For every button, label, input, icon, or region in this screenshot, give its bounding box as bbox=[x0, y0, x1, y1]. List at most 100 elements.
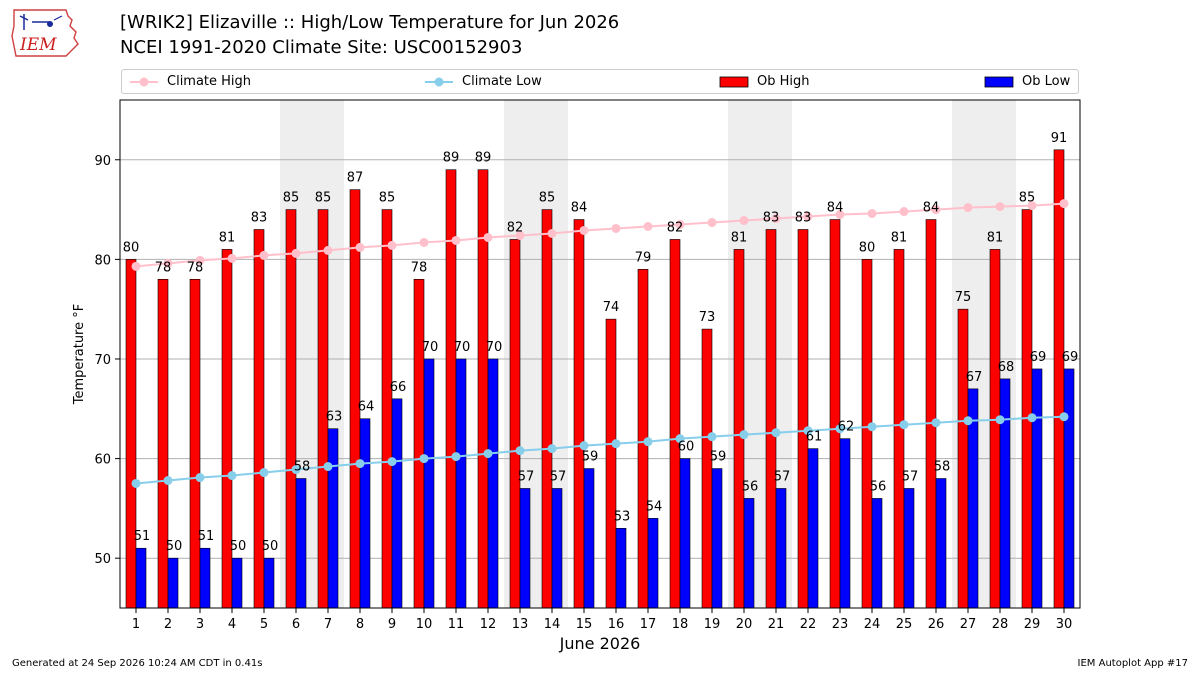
y-tick-label-80: 80 bbox=[94, 253, 111, 268]
ob-high-bar-21 bbox=[765, 229, 777, 609]
climate-low-point-12 bbox=[483, 449, 493, 459]
ob-low-bar-15 bbox=[583, 468, 595, 609]
ob-high-label-15: 84 bbox=[571, 201, 588, 216]
ob-high-bar-15 bbox=[573, 219, 585, 609]
ob-low-bar-12 bbox=[487, 358, 499, 609]
climate-low-point-5 bbox=[259, 468, 269, 478]
legend-item-climate-low: Climate Low bbox=[424, 70, 542, 93]
ob-high-label-23: 84 bbox=[827, 201, 844, 216]
ob-low-label-27: 67 bbox=[966, 370, 983, 385]
climate-high-point-9 bbox=[387, 240, 397, 250]
x-tick-label-4: 4 bbox=[228, 617, 236, 632]
ob-low-bar-30 bbox=[1063, 368, 1075, 609]
ob-low-bar-3 bbox=[199, 547, 211, 609]
climate-high-point-22 bbox=[803, 212, 813, 222]
climate-low-point-9 bbox=[387, 457, 397, 467]
ob-low-bar-22 bbox=[807, 448, 819, 609]
climate-high-point-21 bbox=[771, 214, 781, 224]
ob-high-bar-28 bbox=[989, 249, 1001, 609]
x-tick-label-12: 12 bbox=[480, 617, 497, 632]
climate-low-point-8 bbox=[355, 459, 365, 469]
climate-low-point-22 bbox=[803, 426, 813, 436]
ob-high-bar-4 bbox=[221, 249, 233, 609]
ob-high-bar-3 bbox=[189, 278, 201, 609]
ob-low-bar-16 bbox=[615, 528, 627, 609]
footer-app-text: IEM Autoplot App #17 bbox=[1077, 658, 1188, 669]
climate-high-point-29 bbox=[1027, 201, 1037, 211]
ob-low-bar-25 bbox=[903, 488, 915, 609]
ob-low-label-21: 57 bbox=[774, 469, 791, 484]
ob-high-bar-19 bbox=[701, 328, 713, 609]
x-tick-label-14: 14 bbox=[544, 617, 561, 632]
ob-low-label-11: 70 bbox=[454, 340, 471, 355]
ob-low-swatch-icon bbox=[984, 76, 1014, 87]
ob-high-label-3: 78 bbox=[187, 260, 204, 275]
climate-low-point-16 bbox=[611, 439, 621, 449]
climate-high-point-19 bbox=[707, 218, 717, 228]
ob-high-bar-6 bbox=[285, 209, 297, 609]
ob-high-bar-14 bbox=[541, 209, 553, 609]
ob-high-bar-1 bbox=[125, 259, 137, 609]
ob-low-bar-14 bbox=[551, 488, 563, 609]
climate-low-point-7 bbox=[323, 462, 333, 472]
ob-low-label-12: 70 bbox=[486, 340, 503, 355]
x-tick-label-24: 24 bbox=[864, 617, 881, 632]
climate-lines bbox=[131, 199, 1069, 488]
ob-low-label-24: 56 bbox=[870, 479, 887, 494]
x-tick-label-7: 7 bbox=[324, 617, 332, 632]
ob-high-label-27: 75 bbox=[955, 290, 972, 305]
x-tick-label-25: 25 bbox=[896, 617, 913, 632]
ob-low-label-9: 66 bbox=[390, 380, 407, 395]
x-tick-label-18: 18 bbox=[672, 617, 689, 632]
climate-high-point-30 bbox=[1059, 199, 1069, 209]
x-tick-label-27: 27 bbox=[960, 617, 977, 632]
ob-high-bar-22 bbox=[797, 229, 809, 609]
climate-high-point-6 bbox=[291, 248, 301, 258]
ob-high-label-1: 80 bbox=[123, 240, 140, 255]
climate-high-point-17 bbox=[643, 222, 653, 232]
climate-high-point-5 bbox=[259, 250, 269, 260]
x-tick-label-20: 20 bbox=[736, 617, 753, 632]
x-tick-label-8: 8 bbox=[356, 617, 364, 632]
ob-high-bar-2 bbox=[157, 278, 169, 609]
climate-low-point-2 bbox=[163, 476, 173, 486]
ob-low-label-10: 70 bbox=[422, 340, 439, 355]
x-tick-label-9: 9 bbox=[388, 617, 396, 632]
climate-low-point-11 bbox=[451, 452, 461, 462]
ob-high-label-22: 83 bbox=[795, 210, 812, 225]
ob-high-bar-9 bbox=[381, 209, 393, 609]
ob-low-bar-17 bbox=[647, 518, 659, 609]
ob-low-bar-11 bbox=[455, 358, 467, 609]
ob-low-bar-29 bbox=[1031, 368, 1043, 609]
x-tick-label-16: 16 bbox=[608, 617, 625, 632]
ob-low-label-3: 51 bbox=[198, 529, 215, 544]
x-tick-label-3: 3 bbox=[196, 617, 204, 632]
climate-low-line bbox=[135, 415, 1065, 485]
x-tick-label-17: 17 bbox=[640, 617, 657, 632]
ob-high-bar-29 bbox=[1021, 209, 1033, 609]
logo-text: IEM bbox=[19, 35, 57, 55]
ob-high-label-8: 87 bbox=[347, 171, 364, 186]
ob-low-label-30: 69 bbox=[1062, 350, 1079, 365]
footer-generated-text: Generated at 24 Sep 2026 10:24 AM CDT in… bbox=[12, 658, 263, 669]
legend-label-climate-low: Climate Low bbox=[462, 74, 542, 89]
climate-high-point-18 bbox=[675, 220, 685, 230]
ob-high-label-29: 85 bbox=[1019, 191, 1036, 206]
climate-high-line-icon bbox=[130, 77, 158, 86]
climate-high-point-24 bbox=[867, 209, 877, 219]
ob-low-label-6: 58 bbox=[294, 460, 311, 475]
ob-high-label-30: 91 bbox=[1051, 131, 1068, 146]
climate-high-point-8 bbox=[355, 242, 365, 252]
ob-high-bar-30 bbox=[1053, 149, 1065, 609]
y-tick-label-60: 60 bbox=[94, 453, 111, 468]
legend-item-ob-low: Ob Low bbox=[984, 70, 1070, 93]
ob-high-bar-27 bbox=[957, 308, 969, 609]
climate-high-point-1 bbox=[131, 261, 141, 271]
x-tick-label-23: 23 bbox=[832, 617, 849, 632]
climate-low-point-23 bbox=[835, 424, 845, 434]
climate-high-point-4 bbox=[227, 253, 237, 263]
climate-low-point-29 bbox=[1027, 413, 1037, 423]
climate-high-point-14 bbox=[547, 228, 557, 238]
x-axis-label: June 2026 bbox=[559, 634, 641, 653]
ob-low-bar-23 bbox=[839, 438, 851, 609]
